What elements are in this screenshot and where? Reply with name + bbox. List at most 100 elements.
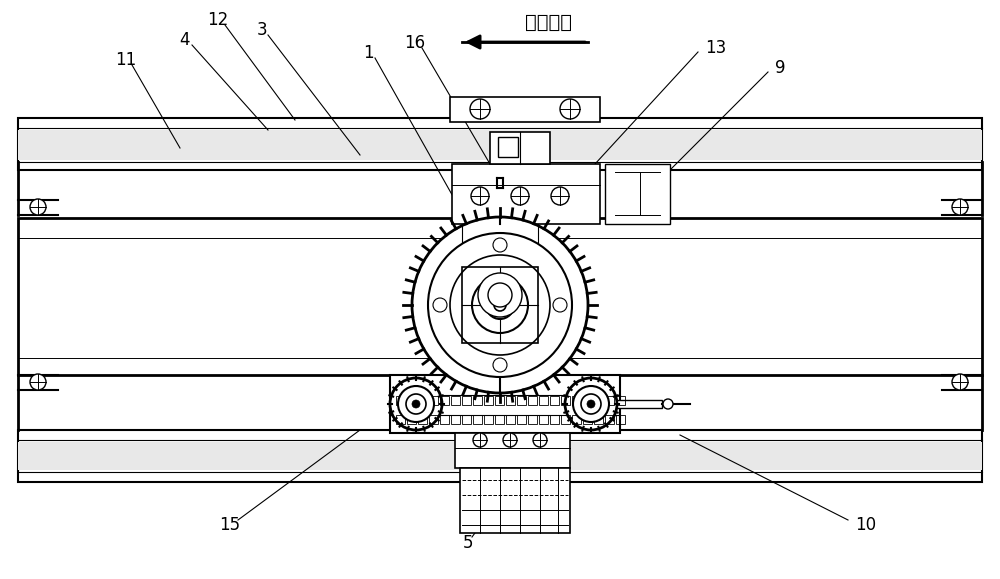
Circle shape — [473, 433, 487, 447]
Bar — [450, 97, 600, 122]
Circle shape — [581, 394, 601, 414]
Bar — [462, 267, 538, 343]
Bar — [390, 375, 620, 433]
Bar — [616, 396, 625, 405]
Bar — [429, 415, 438, 424]
Bar — [484, 396, 493, 405]
Bar — [506, 396, 515, 405]
Circle shape — [551, 187, 569, 205]
Circle shape — [503, 433, 517, 447]
Text: 10: 10 — [855, 516, 876, 534]
Bar — [605, 396, 614, 405]
Bar — [18, 218, 982, 375]
Bar — [440, 396, 449, 405]
Circle shape — [533, 433, 547, 447]
Circle shape — [565, 378, 617, 430]
Bar — [451, 415, 460, 424]
Bar — [594, 396, 603, 405]
Bar — [561, 415, 570, 424]
Text: 11: 11 — [115, 51, 137, 69]
Bar — [418, 415, 427, 424]
Bar — [418, 396, 427, 405]
Circle shape — [560, 99, 580, 119]
Circle shape — [952, 374, 968, 390]
Bar — [617, 400, 662, 408]
Text: 9: 9 — [775, 59, 786, 77]
Bar — [583, 415, 592, 424]
Circle shape — [486, 291, 514, 319]
Bar — [18, 430, 982, 482]
Bar — [605, 415, 614, 424]
Bar — [616, 415, 625, 424]
Bar — [550, 415, 559, 424]
Circle shape — [406, 394, 426, 414]
Bar — [462, 415, 471, 424]
Circle shape — [30, 199, 46, 215]
Circle shape — [472, 277, 528, 333]
Circle shape — [390, 378, 442, 430]
Bar — [407, 396, 416, 405]
Text: 16: 16 — [404, 34, 426, 52]
Circle shape — [412, 400, 420, 408]
Circle shape — [488, 283, 512, 307]
Bar — [18, 130, 982, 160]
Bar — [583, 396, 592, 405]
Bar — [452, 164, 600, 224]
Bar — [605, 164, 670, 224]
Bar — [429, 396, 438, 405]
Bar — [561, 396, 570, 405]
Bar — [495, 396, 504, 405]
Bar — [440, 415, 449, 424]
Circle shape — [412, 217, 588, 393]
Bar — [18, 118, 982, 170]
Bar — [484, 415, 493, 424]
Text: 运动方向: 运动方向 — [524, 13, 572, 31]
Bar — [506, 415, 515, 424]
Bar — [539, 396, 548, 405]
Bar — [528, 415, 537, 424]
Bar — [498, 137, 518, 157]
Bar — [572, 415, 581, 424]
Circle shape — [30, 374, 46, 390]
Circle shape — [450, 255, 550, 355]
Circle shape — [494, 299, 506, 311]
Bar — [517, 415, 526, 424]
Circle shape — [398, 386, 434, 422]
Bar — [18, 442, 982, 470]
Text: 13: 13 — [705, 39, 726, 57]
Text: 12: 12 — [207, 11, 229, 29]
Bar — [550, 396, 559, 405]
Text: 15: 15 — [219, 516, 241, 534]
Bar — [473, 415, 482, 424]
Bar — [407, 415, 416, 424]
Circle shape — [553, 298, 567, 312]
Circle shape — [493, 358, 507, 372]
Circle shape — [587, 400, 595, 408]
Circle shape — [471, 187, 489, 205]
Circle shape — [663, 399, 673, 409]
Text: 1: 1 — [363, 44, 373, 62]
Circle shape — [511, 187, 529, 205]
Circle shape — [433, 298, 447, 312]
Bar — [572, 396, 581, 405]
Bar — [490, 132, 550, 164]
Bar — [517, 396, 526, 405]
Circle shape — [478, 273, 522, 317]
Circle shape — [573, 386, 609, 422]
Bar — [539, 415, 548, 424]
Circle shape — [493, 238, 507, 252]
Bar — [451, 396, 460, 405]
Circle shape — [952, 199, 968, 215]
Bar — [396, 396, 405, 405]
Text: 5: 5 — [463, 534, 473, 552]
Circle shape — [428, 233, 572, 377]
Bar — [455, 433, 570, 468]
Bar — [594, 415, 603, 424]
Circle shape — [470, 99, 490, 119]
Bar — [495, 415, 504, 424]
Bar — [473, 396, 482, 405]
Bar — [528, 396, 537, 405]
Bar — [460, 468, 570, 533]
Bar — [462, 396, 471, 405]
Text: 3: 3 — [257, 21, 267, 39]
